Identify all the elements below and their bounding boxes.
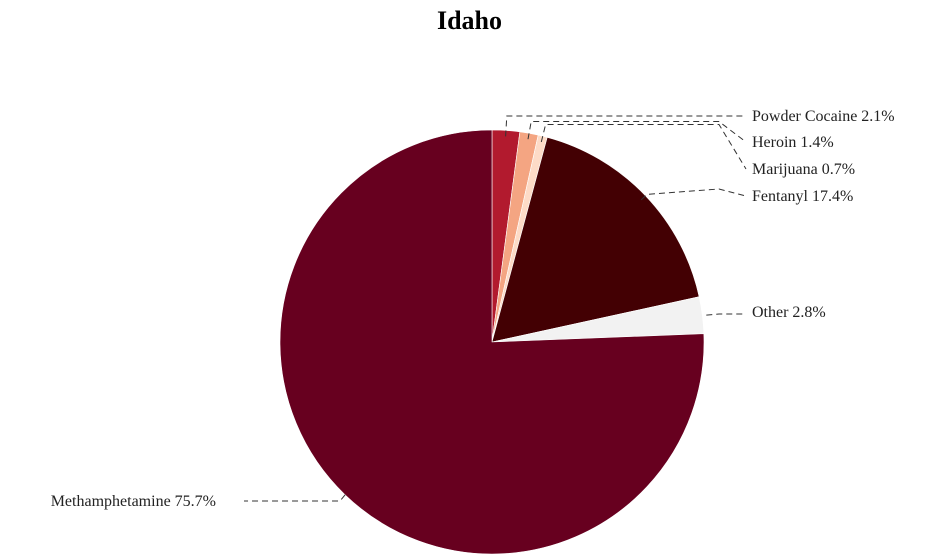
slice-label-methamphetamine: Methamphetamine 75.7%: [51, 493, 216, 510]
leader-line-heroin: [527, 121, 747, 143]
slice-label-other: Other 2.8%: [752, 304, 826, 321]
slice-labels: Powder Cocaine 2.1% Heroin 1.4% Marijuana …: [51, 108, 895, 510]
leader-line-other: [706, 313, 746, 316]
slice-label-powder-cocaine: Powder Cocaine 2.1%: [752, 108, 895, 125]
leader-line-powder-cocaine: [505, 115, 746, 137]
leader-line-fentanyl: [640, 188, 747, 201]
chart-title: Idaho: [436, 6, 503, 35]
leader-line-marijuana: [540, 124, 747, 170]
leader-lines: [244, 115, 747, 502]
leader-line-methamphetamine: [244, 494, 346, 502]
slice-label-fentanyl: Fentanyl 17.4%: [752, 188, 853, 205]
slice-label-marijuana: Marijuana 0.7%: [752, 161, 855, 178]
slice-label-heroin: Heroin 1.4%: [752, 134, 834, 151]
pie-slices: [279, 129, 705, 554]
